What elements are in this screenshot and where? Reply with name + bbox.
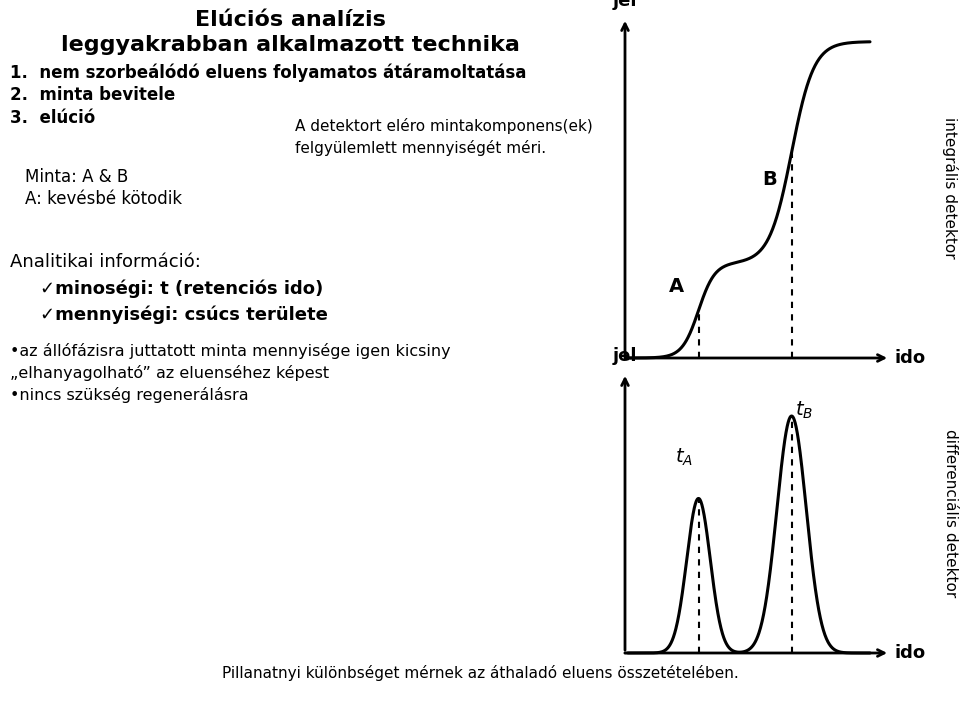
Text: ✓mennyiségi: csúcs területe: ✓mennyiségi: csúcs területe (40, 306, 328, 325)
Text: leggyakrabban alkalmazott technika: leggyakrabban alkalmazott technika (60, 35, 519, 55)
Text: Minta: A & B: Minta: A & B (25, 168, 129, 186)
Text: differenciális detektor: differenciális detektor (943, 429, 957, 597)
Text: 1.  nem szorbeálódó eluens folyamatos átáramoltatása: 1. nem szorbeálódó eluens folyamatos átá… (10, 63, 526, 82)
Text: B: B (762, 170, 777, 189)
Text: •az állófázisra juttatott minta mennyisége igen kicsiny: •az állófázisra juttatott minta mennyisé… (10, 343, 450, 359)
Text: $t_B$: $t_B$ (795, 400, 813, 421)
Text: integrális detektor: integrális detektor (942, 117, 958, 259)
Text: Analitikai információ:: Analitikai információ: (10, 253, 201, 271)
Text: 2.  minta bevitele: 2. minta bevitele (10, 86, 176, 104)
Text: ✓minoségi: t (retenciós ido): ✓minoségi: t (retenciós ido) (40, 279, 324, 297)
Text: jel: jel (612, 347, 637, 365)
Text: Elúciós analízis: Elúciós analízis (195, 10, 385, 30)
Text: felgyülemlett mennyiségét méri.: felgyülemlett mennyiségét méri. (295, 140, 546, 156)
Text: „elhanyagolható” az eluenséhez képest: „elhanyagolható” az eluenséhez képest (10, 365, 329, 381)
Text: 3.  elúció: 3. elúció (10, 109, 95, 127)
Text: A: kevésbé kötodik: A: kevésbé kötodik (25, 190, 182, 208)
Text: A detektort eléro mintakomponens(ek): A detektort eléro mintakomponens(ek) (295, 118, 592, 134)
Text: •nincs szükség regenerálásra: •nincs szükség regenerálásra (10, 387, 249, 403)
Text: Pillanatnyi különbséget mérnek az áthaladó eluens összetételében.: Pillanatnyi különbséget mérnek az áthala… (222, 665, 738, 681)
Text: jel: jel (612, 0, 637, 10)
Text: ido: ido (895, 644, 926, 662)
Text: A: A (669, 277, 684, 296)
Text: $t_A$: $t_A$ (676, 446, 693, 467)
Text: ido: ido (895, 349, 926, 367)
